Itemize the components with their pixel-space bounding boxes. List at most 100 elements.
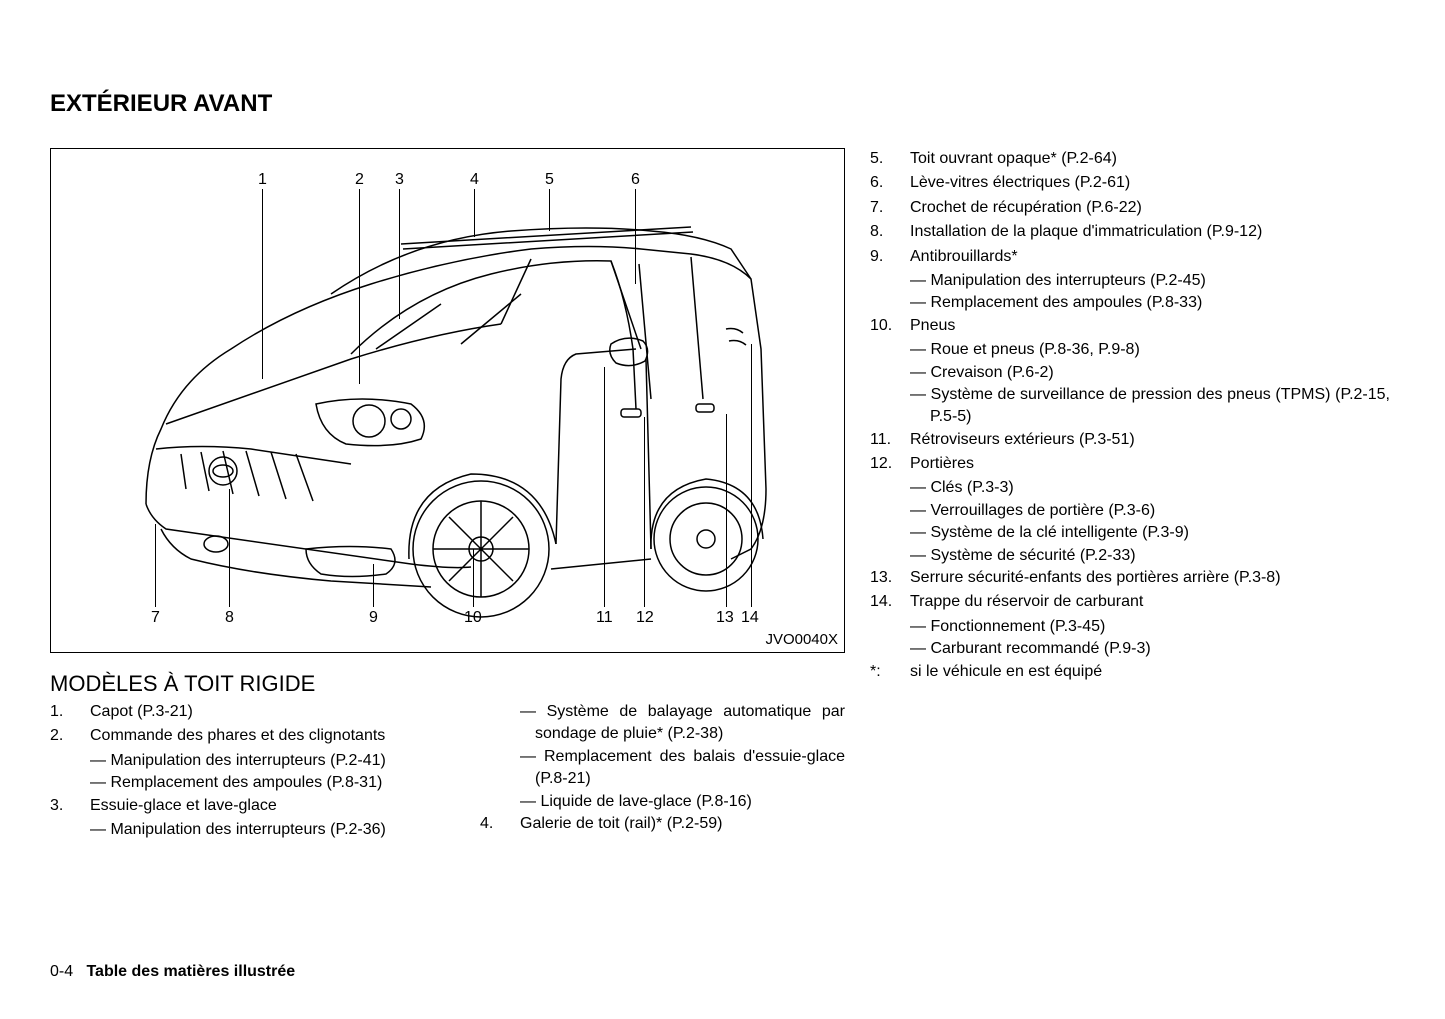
list-sub-item: — Carburant recommandé (P.9-3): [870, 638, 1390, 660]
lower-columns: 1.Capot (P.3-21)2.Commande des phares et…: [50, 701, 845, 841]
list-sub-item: — Système de sécurité (P.2-33): [870, 545, 1390, 567]
callout-5: 5: [545, 171, 554, 189]
callout-6: 6: [631, 171, 640, 189]
item-number: 8.: [870, 221, 910, 243]
callout-line: [549, 189, 550, 231]
list-sub-item: — Verrouillages de portière (P.3-6): [870, 500, 1390, 522]
callout-12: 12: [636, 609, 654, 627]
callout-line: [373, 564, 374, 607]
callout-line: [229, 489, 230, 607]
list-sub-item: — Crevaison (P.6-2): [870, 362, 1390, 384]
callout-1: 1: [258, 171, 267, 189]
item-number: 14.: [870, 591, 910, 613]
list-item: 14.Trappe du réservoir de carburant: [870, 591, 1390, 613]
vehicle-diagram: 1 2 3 4 5 6 7 8 9 10 11 12 13 14: [50, 148, 845, 653]
item-number: 9.: [870, 246, 910, 268]
item-text: Toit ouvrant opaque* (P.2-64): [910, 148, 1390, 170]
list-item: *:si le véhicule en est équipé: [870, 661, 1390, 683]
model-subtitle: MODÈLES À TOIT RIGIDE: [50, 671, 845, 697]
item-number: 10.: [870, 315, 910, 337]
section-title: Table des matières illustrée: [86, 963, 295, 980]
callout-line: [262, 189, 263, 379]
page-title: EXTÉRIEUR AVANT: [50, 90, 1395, 118]
list-sub-item: — Manipulation des interrupteurs (P.2-41…: [50, 750, 450, 772]
callout-10: 10: [464, 609, 482, 627]
list-item: 4.Galerie de toit (rail)* (P.2-59): [480, 813, 845, 835]
list-item: 9.Antibrouillards*: [870, 246, 1390, 268]
item-number: 11.: [870, 429, 910, 451]
list-sub-item: — Manipulation des interrupteurs (P.2-36…: [50, 819, 450, 841]
item-number: *:: [870, 661, 910, 683]
callout-line: [155, 524, 156, 607]
list-item: 12.Portières: [870, 453, 1390, 475]
diagram-code: JVO0040X: [765, 631, 838, 648]
item-text: Pneus: [910, 315, 1390, 337]
callout-line: [359, 189, 360, 384]
callout-4: 4: [470, 171, 479, 189]
list-item: 11.Rétroviseurs extérieurs (P.3-51): [870, 429, 1390, 451]
list-item: 3.Essuie-glace et lave-glace: [50, 795, 450, 817]
list-sub-item: — Système de balayage automatique par so…: [480, 701, 845, 746]
item-text: Essuie-glace et lave-glace: [90, 795, 450, 817]
list-sub-item: — Remplacement des balais d'essuie-glace…: [480, 746, 845, 791]
callout-13: 13: [716, 609, 734, 627]
item-text: Antibrouillards*: [910, 246, 1390, 268]
item-number: 5.: [870, 148, 910, 170]
callout-14: 14: [741, 609, 759, 627]
list-item: 6.Lève-vitres électriques (P.2-61): [870, 172, 1390, 194]
item-text: Rétroviseurs extérieurs (P.3-51): [910, 429, 1390, 451]
item-text: Crochet de récupération (P.6-22): [910, 197, 1390, 219]
item-text: si le véhicule en est équipé: [910, 661, 1390, 683]
item-number: 4.: [480, 813, 520, 835]
callout-11: 11: [596, 609, 613, 627]
callout-3: 3: [395, 171, 404, 189]
content-area: 1 2 3 4 5 6 7 8 9 10 11 12 13 14: [50, 148, 1395, 841]
item-text: Serrure sécurité-enfants des portières a…: [910, 567, 1390, 589]
list-item: 1.Capot (P.3-21): [50, 701, 450, 723]
item-text: Commande des phares et des clignotants: [90, 725, 450, 747]
list-item: 13.Serrure sécurité-enfants des portière…: [870, 567, 1390, 589]
list-item: 7.Crochet de récupération (P.6-22): [870, 197, 1390, 219]
callout-line: [473, 549, 474, 607]
callout-line: [644, 417, 645, 607]
callout-line: [399, 189, 400, 319]
item-number: 6.: [870, 172, 910, 194]
callout-line: [726, 414, 727, 607]
list-sub-item: — Manipulation des interrupteurs (P.2-45…: [870, 270, 1390, 292]
list-sub-item: — Fonctionnement (P.3-45): [870, 616, 1390, 638]
callout-9: 9: [369, 609, 378, 627]
item-number: 12.: [870, 453, 910, 475]
list-sub-item: — Roue et pneus (P.8-36, P.9-8): [870, 339, 1390, 361]
list-sub-item: — Clés (P.3-3): [870, 477, 1390, 499]
callout-8: 8: [225, 609, 234, 627]
right-column: 5.Toit ouvrant opaque* (P.2-64)6.Lève-vi…: [870, 148, 1390, 841]
list-sub-item: — Système de surveillance de pression de…: [870, 384, 1390, 429]
callout-7: 7: [151, 609, 160, 627]
list-sub-item: — Remplacement des ampoules (P.8-33): [870, 292, 1390, 314]
item-text: Installation de la plaque d'immatriculat…: [910, 221, 1390, 243]
callout-2: 2: [355, 171, 364, 189]
page-footer: 0-4 Table des matières illustrée: [50, 963, 295, 981]
list-sub-item: — Liquide de lave-glace (P.8-16): [480, 791, 845, 813]
list-item: 8.Installation de la plaque d'immatricul…: [870, 221, 1390, 243]
item-text: Lève-vitres électriques (P.2-61): [910, 172, 1390, 194]
item-number: 7.: [870, 197, 910, 219]
item-number: 2.: [50, 725, 90, 747]
left-column: 1 2 3 4 5 6 7 8 9 10 11 12 13 14: [50, 148, 845, 841]
item-number: 13.: [870, 567, 910, 589]
item-text: Galerie de toit (rail)* (P.2-59): [520, 813, 845, 835]
list-item: 5.Toit ouvrant opaque* (P.2-64): [870, 148, 1390, 170]
item-text: Capot (P.3-21): [90, 701, 450, 723]
lower-col-b: — Système de balayage automatique par so…: [480, 701, 845, 841]
item-number: 3.: [50, 795, 90, 817]
item-text: Trappe du réservoir de carburant: [910, 591, 1390, 613]
callout-line: [604, 367, 605, 607]
item-text: Portières: [910, 453, 1390, 475]
list-sub-item: — Système de la clé intelligente (P.3-9): [870, 522, 1390, 544]
list-item: 2.Commande des phares et des clignotants: [50, 725, 450, 747]
list-sub-item: — Remplacement des ampoules (P.8-31): [50, 772, 450, 794]
page-number: 0-4: [50, 963, 73, 980]
list-item: 10.Pneus: [870, 315, 1390, 337]
item-number: 1.: [50, 701, 90, 723]
callout-line: [635, 189, 636, 284]
